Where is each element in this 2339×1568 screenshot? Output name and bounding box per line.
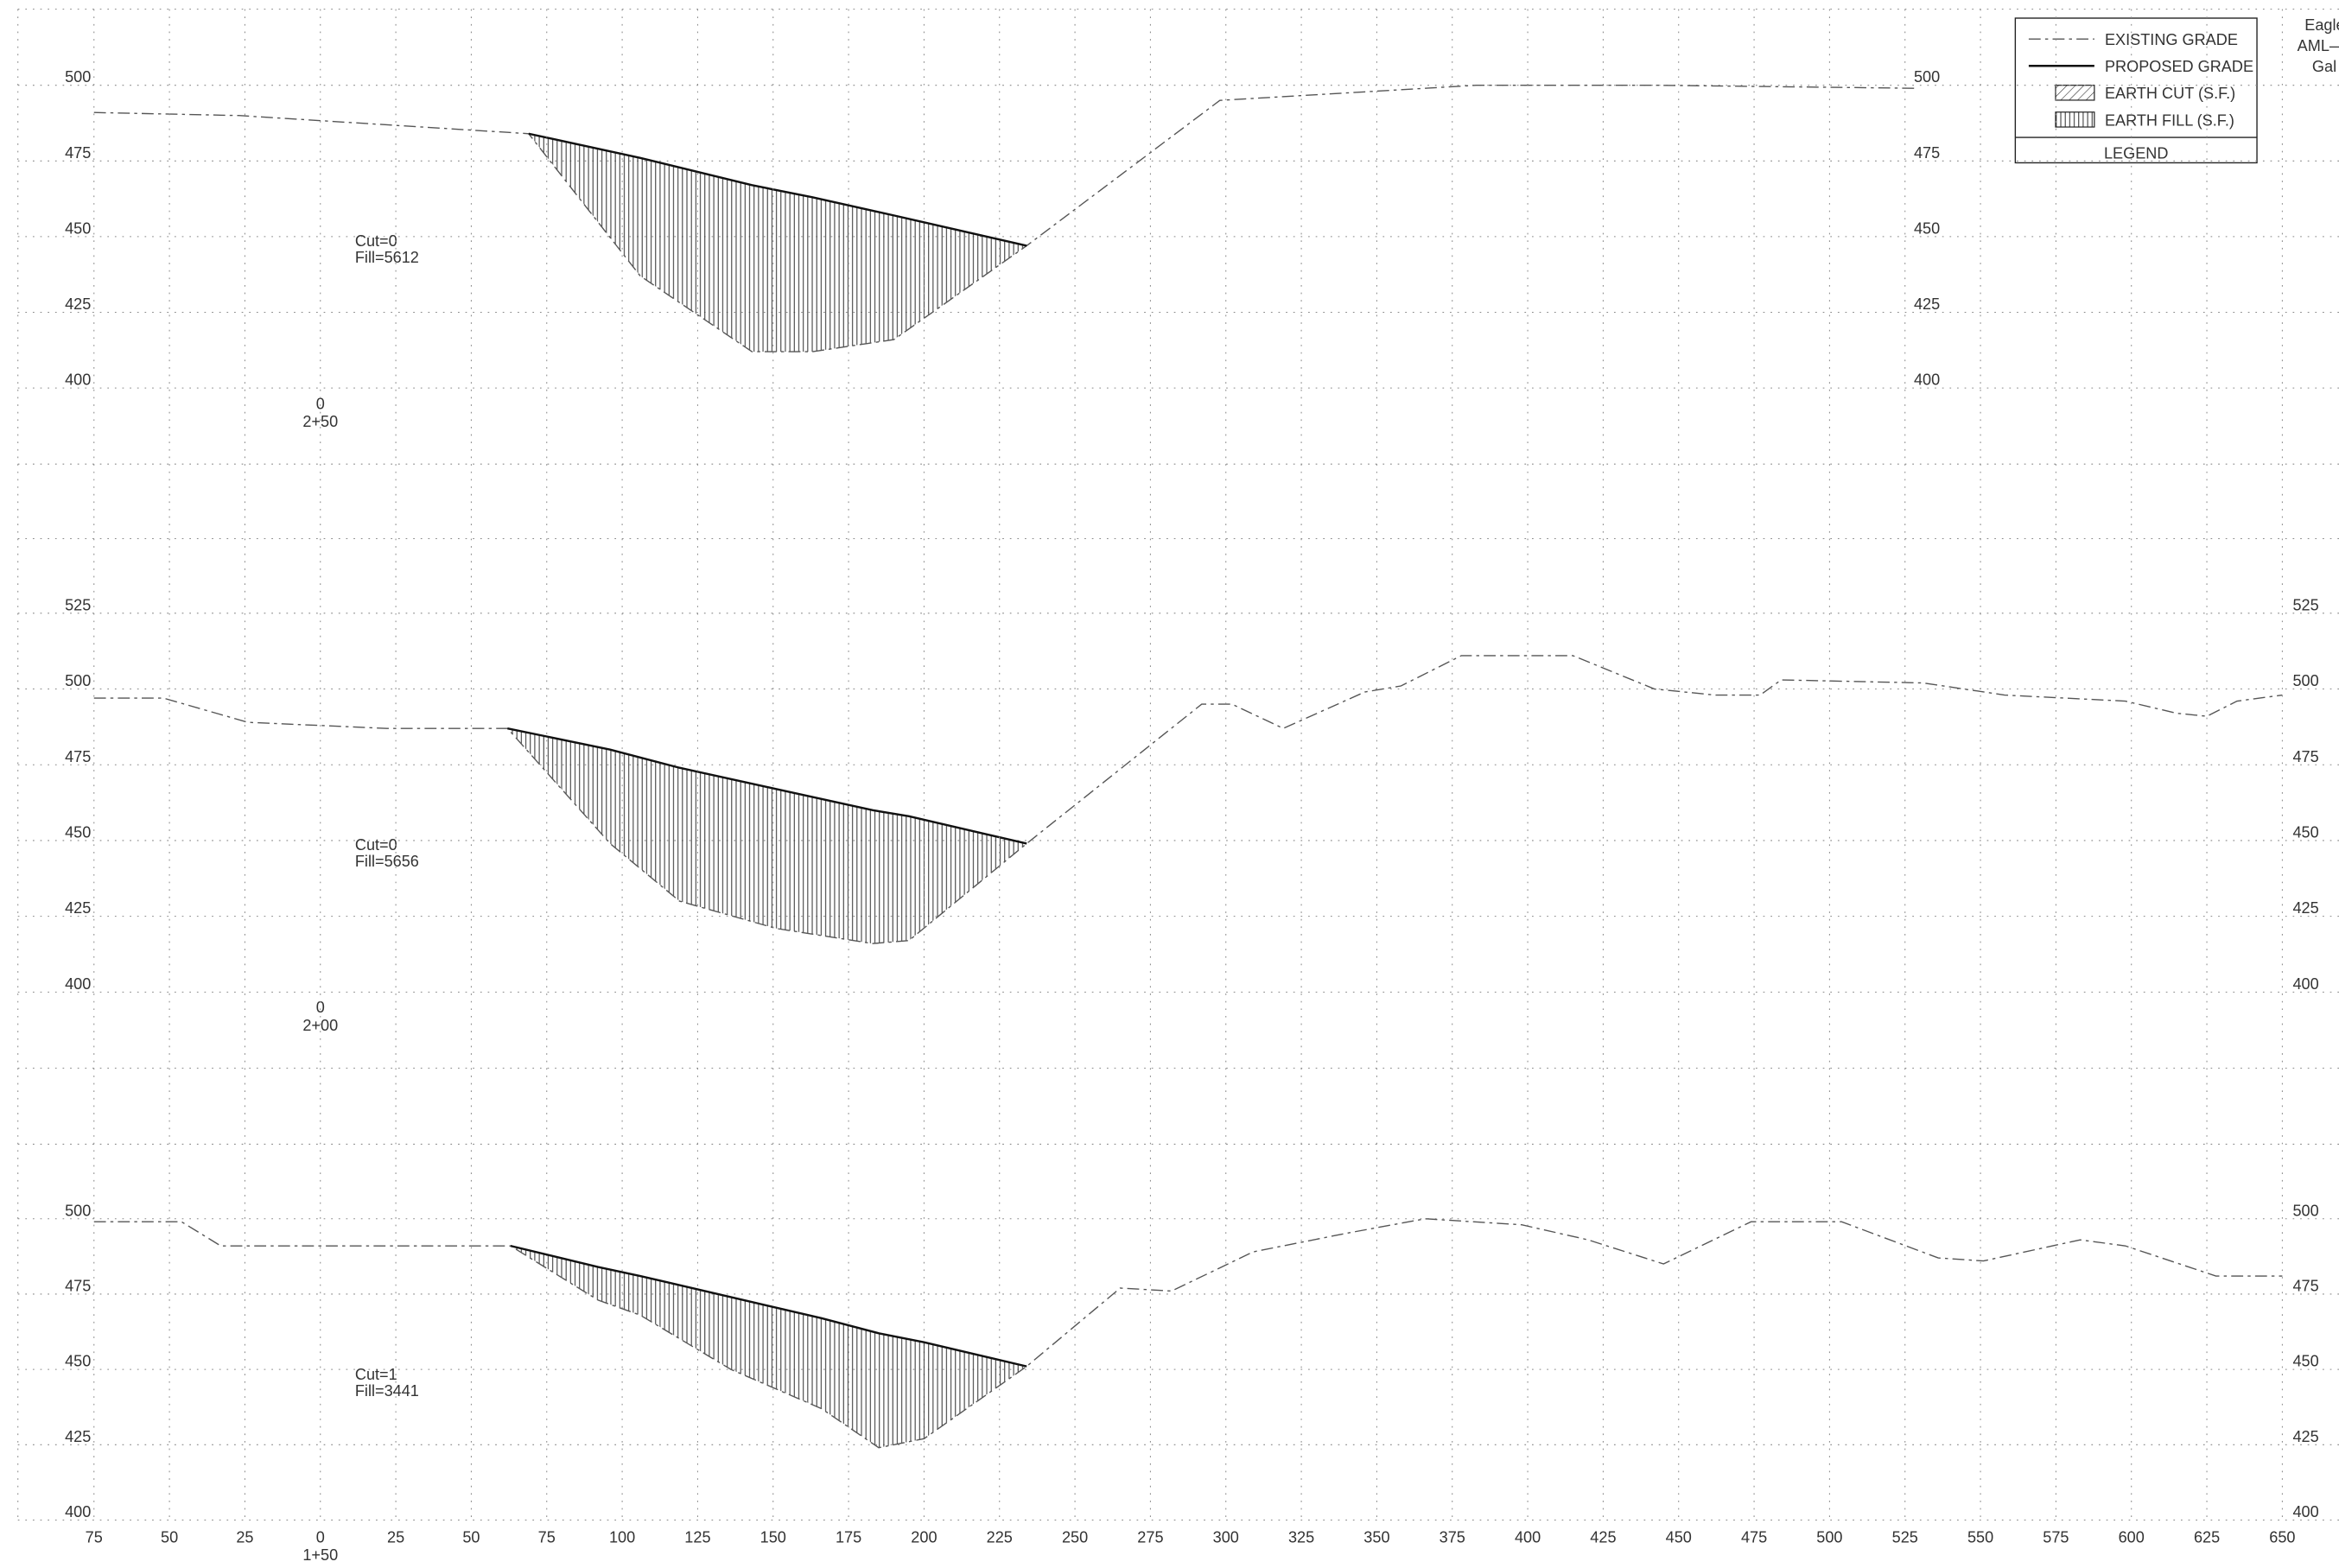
legend-swatch xyxy=(2055,111,2095,128)
x-tick-label: 650 xyxy=(2269,1528,2295,1546)
legend-label: PROPOSED GRADE xyxy=(2105,58,2253,75)
y-tick-label: 525 xyxy=(65,596,91,613)
cut-label: Cut=0 xyxy=(355,836,397,854)
x-tick-label: 500 xyxy=(1816,1528,1842,1546)
title-block-text: Gal xyxy=(2312,58,2336,75)
earth-fill-area xyxy=(510,1246,1027,1448)
proposed-grade-line xyxy=(510,1244,1027,1368)
legend-title: LEGEND xyxy=(2104,144,2168,162)
y-tick-label: 425 xyxy=(65,295,91,313)
station-label: 2+00 xyxy=(302,1017,338,1034)
x-tick-label: 400 xyxy=(1515,1528,1541,1546)
x-tick-label: 300 xyxy=(1213,1528,1239,1546)
station-label: 0 xyxy=(316,395,325,412)
x-tick-label: 100 xyxy=(609,1528,635,1546)
x-tick-label: 275 xyxy=(1137,1528,1163,1546)
y-tick-label-right: 400 xyxy=(2292,1503,2318,1520)
existing-grade-line xyxy=(93,1218,2283,1449)
y-tick-label-right: 425 xyxy=(1914,295,1940,313)
x-tick-label: 150 xyxy=(760,1528,786,1546)
y-tick-label: 425 xyxy=(65,899,91,917)
x-tick-label: 50 xyxy=(161,1528,178,1546)
x-tick-label: 250 xyxy=(1062,1528,1088,1546)
proposed-grade-line xyxy=(507,727,1027,845)
x-tick-label: 175 xyxy=(836,1528,861,1546)
x-tick-label: 350 xyxy=(1363,1528,1389,1546)
y-tick-label-right: 525 xyxy=(2292,596,2318,613)
y-tick-label-right: 475 xyxy=(2292,748,2318,765)
y-tick-label: 475 xyxy=(65,748,91,765)
y-tick-label: 450 xyxy=(65,823,91,841)
x-tick-label: 0 xyxy=(316,1528,325,1546)
legend-swatch xyxy=(2055,85,2095,101)
y-tick-label-right: 500 xyxy=(2292,672,2318,689)
x-tick-label: 325 xyxy=(1288,1528,1314,1546)
y-tick-label: 450 xyxy=(65,219,91,237)
y-tick-label: 500 xyxy=(65,68,91,86)
y-tick-label-right: 475 xyxy=(2292,1277,2318,1294)
existing-grade-line xyxy=(93,84,1915,352)
x-tick-label: 450 xyxy=(1666,1528,1692,1546)
y-tick-label-right: 500 xyxy=(2292,1202,2318,1219)
fill-label: Fill=3441 xyxy=(355,1382,419,1400)
cut-label: Cut=1 xyxy=(355,1366,397,1383)
x-tick-label: 75 xyxy=(86,1528,103,1546)
earth-fill-area xyxy=(507,728,1027,944)
proposed-grade-line xyxy=(528,132,1027,247)
x-tick-label: 550 xyxy=(1967,1528,1993,1546)
x-tick-label: 375 xyxy=(1440,1528,1465,1546)
x-tick-label: 50 xyxy=(462,1528,480,1546)
y-tick-label-right: 425 xyxy=(2292,1428,2318,1445)
fill-label: Fill=5612 xyxy=(355,249,419,266)
x-tick-label: 200 xyxy=(911,1528,937,1546)
y-tick-label-right: 450 xyxy=(1914,219,1940,237)
legend-label: EARTH FILL (S.F.) xyxy=(2105,111,2234,129)
y-tick-label-right: 400 xyxy=(2292,975,2318,993)
y-tick-label: 500 xyxy=(65,1202,91,1219)
earth-fill-area xyxy=(528,133,1027,352)
x-tick-label: 525 xyxy=(1892,1528,1918,1546)
title-block-text: AML— xyxy=(2298,37,2339,54)
fill-label: Fill=5656 xyxy=(355,853,419,870)
station-label: 1+50 xyxy=(302,1546,338,1564)
y-tick-label: 475 xyxy=(65,144,91,162)
x-tick-label: 125 xyxy=(684,1528,710,1546)
x-tick-label: 625 xyxy=(2194,1528,2220,1546)
legend: EXISTING GRADE PROPOSED GRADE EARTH CUT … xyxy=(2014,17,2258,164)
y-tick-label: 400 xyxy=(65,975,91,993)
x-tick-label: 475 xyxy=(1741,1528,1767,1546)
cut-label: Cut=0 xyxy=(355,232,397,250)
y-tick-label: 500 xyxy=(65,672,91,689)
x-tick-label: 25 xyxy=(236,1528,253,1546)
x-tick-label: 575 xyxy=(2043,1528,2069,1546)
y-tick-label-right: 475 xyxy=(1914,144,1940,162)
station-label: 2+50 xyxy=(302,413,338,430)
y-tick-label: 400 xyxy=(65,1503,91,1520)
y-tick-label-right: 450 xyxy=(2292,823,2318,841)
x-tick-label: 425 xyxy=(1590,1528,1616,1546)
y-tick-label-right: 400 xyxy=(1914,371,1940,389)
station-label: 0 xyxy=(316,999,325,1016)
y-tick-label: 400 xyxy=(65,371,91,389)
legend-label: EXISTING GRADE xyxy=(2105,31,2238,48)
y-tick-label: 450 xyxy=(65,1353,91,1370)
y-tick-label-right: 500 xyxy=(1914,68,1940,86)
y-tick-label: 425 xyxy=(65,1428,91,1445)
x-tick-label: 25 xyxy=(387,1528,404,1546)
title-block-text: Eagle xyxy=(2304,16,2339,34)
legend-label: EARTH CUT (S.F.) xyxy=(2105,85,2235,102)
x-tick-label: 600 xyxy=(2119,1528,2145,1546)
x-tick-label: 75 xyxy=(538,1528,556,1546)
y-tick-label-right: 425 xyxy=(2292,899,2318,917)
x-tick-label: 225 xyxy=(987,1528,1013,1546)
y-tick-label: 475 xyxy=(65,1277,91,1294)
existing-grade-line xyxy=(93,655,2283,944)
y-tick-label-right: 450 xyxy=(2292,1353,2318,1370)
